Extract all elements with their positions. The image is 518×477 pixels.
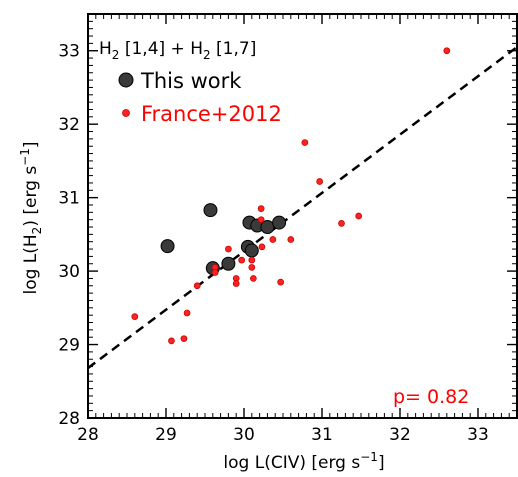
y-tick-label: 31 bbox=[58, 189, 80, 209]
y-tick-label: 29 bbox=[58, 336, 80, 356]
legend: This work France+2012 bbox=[118, 69, 282, 126]
point-this-work bbox=[160, 239, 175, 254]
x-tick-label: 29 bbox=[155, 425, 177, 445]
p-value-label: p= 0.82 bbox=[393, 386, 469, 408]
y-axis-title: log L(H2) [erg s−1] bbox=[18, 141, 44, 294]
point-france-2012 bbox=[248, 264, 256, 271]
x-tick-label: 31 bbox=[311, 425, 333, 445]
point-france-2012 bbox=[211, 269, 219, 276]
point-this-work bbox=[203, 203, 218, 218]
point-france-2012 bbox=[277, 278, 285, 286]
point-france-2012 bbox=[287, 236, 295, 243]
y-tick-label: 30 bbox=[58, 262, 80, 282]
ticks-layer: 28 29 30 31 32 33 28 29 30 31 32 33 bbox=[58, 13, 518, 445]
point-france-2012 bbox=[131, 313, 139, 320]
plot-frame bbox=[87, 13, 518, 419]
legend-label-this-work: This work bbox=[140, 69, 242, 93]
point-france-2012 bbox=[168, 337, 175, 345]
point-france-2012 bbox=[443, 47, 451, 55]
point-this-work bbox=[272, 215, 287, 230]
y-tick-label: 32 bbox=[58, 115, 80, 135]
x-tick-label: 33 bbox=[467, 425, 489, 445]
point-france-2012 bbox=[180, 335, 188, 343]
point-france-2012 bbox=[193, 282, 201, 290]
point-france-2012 bbox=[316, 178, 324, 185]
point-france-2012 bbox=[248, 256, 256, 264]
point-france-2012 bbox=[225, 245, 232, 253]
point-france-2012 bbox=[301, 139, 309, 146]
point-france-2012 bbox=[257, 216, 265, 224]
x-tick-label: 28 bbox=[77, 425, 99, 445]
point-france-2012 bbox=[238, 256, 246, 264]
point-france-2012 bbox=[257, 205, 265, 213]
point-this-work bbox=[244, 243, 259, 258]
legend-label-france: France+2012 bbox=[141, 102, 282, 126]
point-this-work bbox=[221, 256, 236, 271]
x-tick-label: 32 bbox=[389, 425, 411, 445]
legend-marker-this-work bbox=[118, 72, 134, 88]
y-tick-label: 28 bbox=[58, 409, 80, 429]
points-layer bbox=[131, 47, 451, 345]
y-tick-label: 33 bbox=[58, 42, 80, 62]
point-france-2012 bbox=[232, 280, 240, 287]
point-france-2012 bbox=[355, 212, 363, 220]
point-france-2012 bbox=[258, 243, 266, 251]
point-france-2012 bbox=[250, 275, 257, 282]
legend-marker-france bbox=[122, 109, 130, 117]
point-france-2012 bbox=[338, 219, 345, 227]
point-france-2012 bbox=[269, 236, 277, 243]
x-axis-title: log L(CIV) [erg s−1] bbox=[223, 450, 384, 473]
line-annotation: H2 [1,4] + H2 [1,7] bbox=[99, 39, 256, 62]
point-france-2012 bbox=[183, 309, 191, 317]
x-tick-label: 30 bbox=[233, 425, 255, 445]
